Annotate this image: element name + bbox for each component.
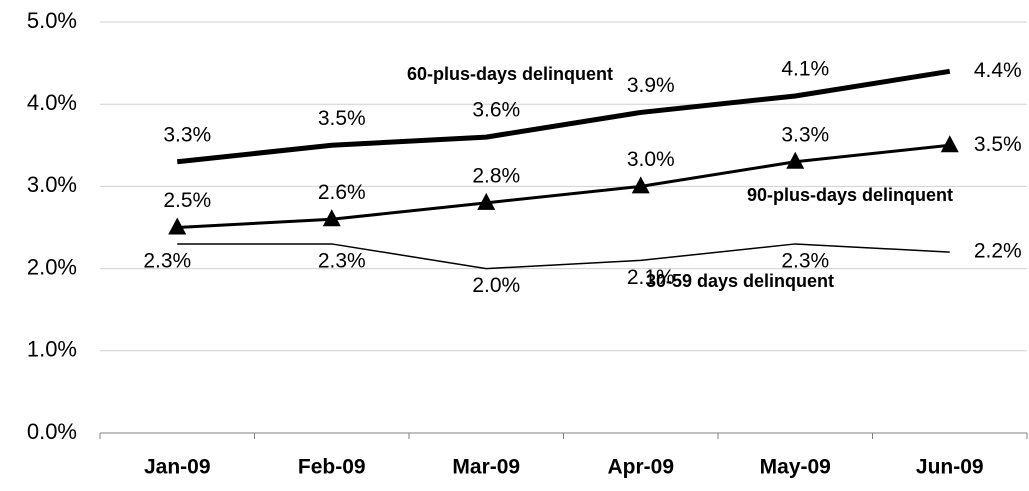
value-label: 3.9% (627, 74, 675, 97)
series-label: 60-plus-days delinquent (407, 64, 613, 84)
series-line (177, 143, 950, 229)
value-label: 3.3% (781, 123, 829, 146)
value-label: 2.3% (781, 249, 829, 272)
y-tick-label: 0.0% (27, 419, 77, 444)
marker (631, 176, 650, 194)
x-tick-label: Jun-09 (916, 456, 984, 479)
value-label: 3.6% (472, 99, 520, 122)
marker (786, 151, 805, 169)
value-label: 3.5% (974, 133, 1022, 156)
value-label: 4.4% (974, 59, 1022, 82)
x-tick-label: Feb-09 (298, 456, 366, 479)
value-label: 2.5% (163, 189, 211, 212)
value-label: 3.3% (163, 123, 211, 146)
y-tick-label: 1.0% (27, 337, 77, 362)
y-tick-label: 4.0% (27, 90, 77, 115)
marker (168, 217, 187, 235)
value-label: 2.2% (974, 240, 1022, 263)
value-label: 2.6% (318, 181, 366, 204)
series-label: 30-59 days delinquent (646, 271, 834, 291)
value-label: 3.5% (318, 107, 366, 130)
value-label: 3.0% (627, 148, 675, 171)
value-label: 2.3% (143, 249, 191, 272)
value-label: 2.8% (472, 164, 520, 187)
value-label: 2.3% (318, 249, 366, 272)
x-tick-label: Apr-09 (607, 456, 674, 479)
y-tick-label: 2.0% (27, 254, 77, 279)
series-line (176, 68, 951, 165)
series-line (177, 243, 950, 270)
marker (940, 135, 959, 153)
value-label: 4.1% (781, 58, 829, 81)
x-tick-label: May-09 (760, 456, 831, 479)
y-tick-label: 5.0% (27, 8, 77, 33)
marker (322, 209, 341, 227)
y-tick-label: 3.0% (27, 172, 77, 197)
marker (477, 192, 496, 210)
value-label: 2.1% (627, 266, 675, 289)
x-tick-label: Mar-09 (452, 456, 520, 479)
x-tick-label: Jan-09 (144, 456, 211, 479)
series-label: 90-plus-days delinquent (747, 185, 953, 205)
value-label: 2.0% (472, 274, 520, 297)
